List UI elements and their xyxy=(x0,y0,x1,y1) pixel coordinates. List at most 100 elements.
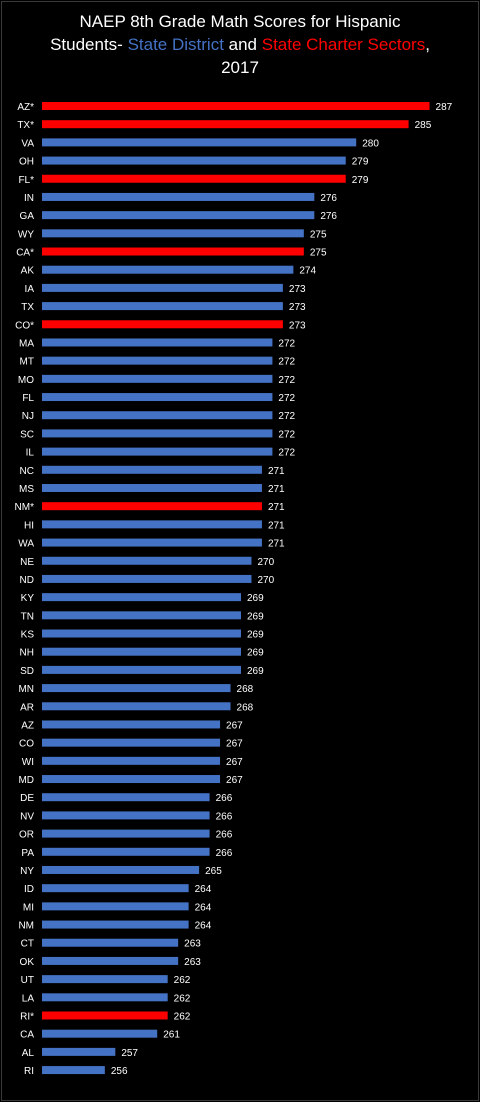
data-label: 279 xyxy=(352,175,369,186)
bar-district xyxy=(42,884,189,893)
category-label: MI xyxy=(23,902,34,913)
bar-district xyxy=(42,520,262,529)
data-label: 275 xyxy=(310,248,327,259)
data-label: 272 xyxy=(278,338,295,349)
bar-district xyxy=(42,775,221,784)
category-label: WI xyxy=(22,757,34,768)
data-label: 285 xyxy=(415,120,432,131)
category-label: MA xyxy=(19,338,34,349)
title-line-2: Students- State District and State Chart… xyxy=(0,33,480,56)
data-label: 262 xyxy=(174,993,191,1004)
data-label: 273 xyxy=(289,302,306,313)
data-label: 262 xyxy=(174,975,191,986)
category-label: ND xyxy=(20,575,34,586)
data-label: 271 xyxy=(268,484,285,495)
category-label: PA xyxy=(21,848,34,859)
category-label: AR xyxy=(20,702,34,713)
category-label: NM xyxy=(18,921,34,932)
category-label: RI xyxy=(24,1066,34,1077)
category-label: SD xyxy=(20,666,34,677)
category-label: MS xyxy=(19,484,34,495)
category-label: NJ xyxy=(22,411,34,422)
category-label: NH xyxy=(20,648,34,659)
bar-district xyxy=(42,684,231,693)
data-label: 264 xyxy=(195,902,212,913)
bar-district xyxy=(42,556,252,565)
data-label: 266 xyxy=(216,848,233,859)
data-label: 269 xyxy=(247,630,264,641)
data-label: 266 xyxy=(216,793,233,804)
category-label: WA xyxy=(18,539,34,550)
data-label: 272 xyxy=(278,448,295,459)
bar-district xyxy=(42,593,241,602)
category-label: FL xyxy=(22,393,34,404)
category-label: NM* xyxy=(15,502,35,513)
bar-district xyxy=(42,702,231,711)
data-label: 271 xyxy=(268,466,285,477)
data-label: 272 xyxy=(278,429,295,440)
data-label: 276 xyxy=(320,193,337,204)
bar-district xyxy=(42,283,283,292)
data-label: 267 xyxy=(226,739,243,750)
data-label: 280 xyxy=(362,138,379,149)
data-label: 265 xyxy=(205,866,222,877)
title-line-1: NAEP 8th Grade Math Scores for Hispanic xyxy=(79,12,401,31)
category-label: HI xyxy=(24,520,34,531)
bar-district xyxy=(42,1047,116,1056)
data-label: 287 xyxy=(436,102,453,113)
data-label: 267 xyxy=(226,757,243,768)
category-label: NY xyxy=(20,866,34,877)
bar-district xyxy=(42,393,273,402)
category-label: FL* xyxy=(18,175,34,186)
data-label: 279 xyxy=(352,157,369,168)
category-label: IA xyxy=(25,284,35,295)
category-label: TX xyxy=(21,302,34,313)
category-label: AL xyxy=(22,1048,35,1059)
bar-district xyxy=(42,538,262,547)
chart-title: NAEP 8th Grade Math Scores for Hispanic … xyxy=(0,10,480,79)
bar-district xyxy=(42,865,200,874)
bar-district xyxy=(42,374,273,383)
category-label: MN xyxy=(18,684,34,695)
category-label: MO xyxy=(18,375,34,386)
category-label: MD xyxy=(18,775,34,786)
category-label: AZ xyxy=(21,720,34,731)
data-label: 264 xyxy=(195,884,212,895)
bar-district xyxy=(42,956,179,965)
data-label: 268 xyxy=(237,702,254,713)
data-label: 268 xyxy=(237,684,254,695)
data-label: 264 xyxy=(195,921,212,932)
data-label: 271 xyxy=(268,520,285,531)
bar-district xyxy=(42,847,210,856)
bar-district xyxy=(42,665,241,674)
title-charter-label: State Charter Sectors xyxy=(261,35,426,54)
category-label: CA xyxy=(20,1030,34,1041)
bar-district xyxy=(42,829,210,838)
data-label: 276 xyxy=(320,211,337,222)
data-label: 270 xyxy=(257,575,274,586)
data-label: 267 xyxy=(226,720,243,731)
data-label: 266 xyxy=(216,830,233,841)
bar-district xyxy=(42,465,262,474)
bar-district xyxy=(42,756,221,765)
bar-charter xyxy=(42,247,304,256)
data-label: 262 xyxy=(174,1012,191,1023)
bar-district xyxy=(42,192,315,201)
data-label: 261 xyxy=(163,1030,180,1041)
title-district-label: State District xyxy=(127,35,224,54)
bar-district xyxy=(42,938,179,947)
category-label: DE xyxy=(20,793,34,804)
title-and: and xyxy=(223,35,262,54)
bar-district xyxy=(42,738,221,747)
bar-district xyxy=(42,429,273,438)
bar-charter xyxy=(42,320,283,329)
data-label: 272 xyxy=(278,375,295,386)
data-label: 273 xyxy=(289,320,306,331)
category-label: NE xyxy=(20,557,34,568)
bar-charter xyxy=(42,502,262,511)
data-label: 267 xyxy=(226,775,243,786)
bar-district xyxy=(42,902,189,911)
bar-district xyxy=(42,356,273,365)
data-label: 266 xyxy=(216,811,233,822)
category-label: IL xyxy=(26,448,35,459)
